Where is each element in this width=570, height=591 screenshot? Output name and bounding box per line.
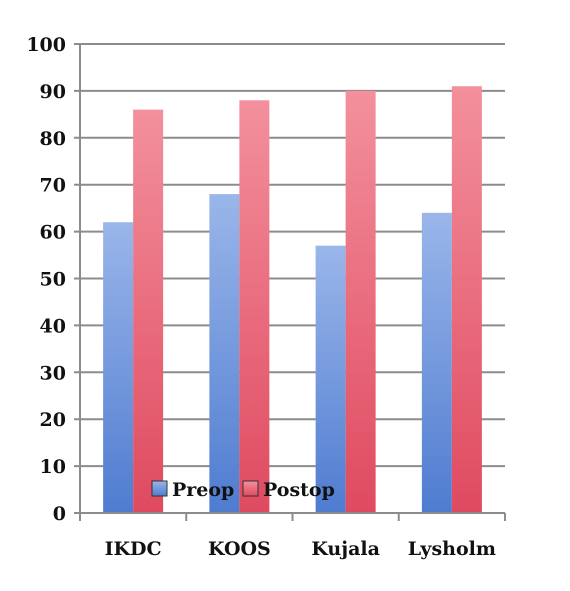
y-tick-label: 90 [40, 81, 66, 103]
legend-label-preop: Preop [172, 479, 234, 501]
y-tick-label: 60 [40, 222, 66, 244]
bar-postop-koos [239, 100, 270, 513]
bar-preop-kujala [315, 245, 346, 514]
legend-label-postop: Postop [263, 479, 335, 501]
bar-postop-kujala [345, 90, 376, 514]
bar-preop-ikdc [103, 222, 134, 513]
legend-swatch-postop [242, 480, 259, 497]
y-tick-label: 10 [40, 456, 66, 478]
bar-postop-lysholm [451, 86, 482, 514]
legend: Preop Postop [151, 479, 335, 501]
y-tick-label: 40 [40, 315, 66, 337]
y-tick-label: 80 [40, 128, 66, 150]
bars [103, 86, 482, 514]
x-tick-label: Kujala [311, 538, 380, 560]
x-tick-label: KOOS [208, 538, 271, 560]
legend-swatch-preop [151, 480, 168, 497]
y-tick-label: 0 [53, 503, 66, 525]
x-tick-label: Lysholm [408, 538, 496, 560]
y-axis: 0 10 20 30 40 50 60 70 80 90 100 [26, 34, 66, 525]
x-tick-label: IKDC [105, 538, 162, 560]
y-tick-label: 30 [40, 362, 66, 384]
y-tick-label: 70 [40, 175, 66, 197]
y-tick-label: 20 [40, 409, 66, 431]
bar-postop-ikdc [133, 109, 164, 513]
y-tick-label: 50 [40, 269, 66, 291]
x-axis: IKDC KOOS Kujala Lysholm [79, 44, 506, 560]
bar-preop-lysholm [421, 212, 452, 513]
y-tick-label: 100 [26, 34, 66, 56]
bar-preop-koos [209, 194, 240, 513]
